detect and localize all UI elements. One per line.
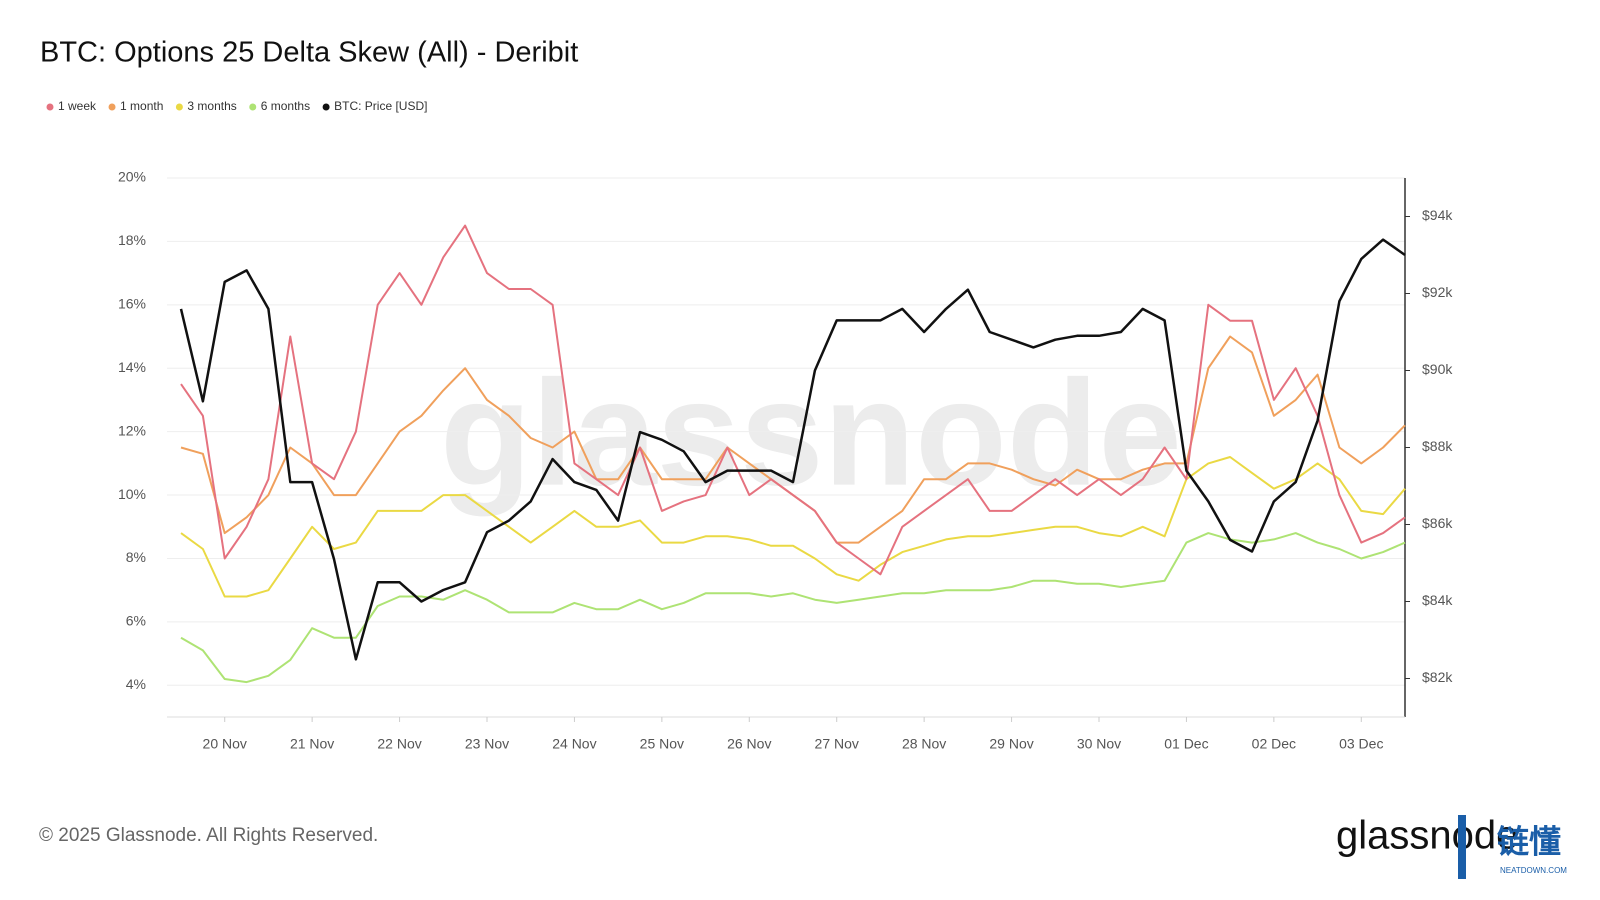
y-tick-label: 18% <box>118 232 146 248</box>
series-line <box>179 238 1406 661</box>
legend-marker <box>46 103 54 111</box>
y2-tick-label: $88k <box>1422 438 1453 454</box>
y-tick-label: 8% <box>126 549 146 565</box>
x-tick-label: 30 Nov <box>1077 736 1121 752</box>
y2-tick-label: $94k <box>1422 207 1453 223</box>
x-tick-label: 20 Nov <box>203 736 247 752</box>
x-tick-label: 28 Nov <box>902 736 946 752</box>
legend-marker <box>175 103 183 111</box>
x-tick-label: 26 Nov <box>727 736 771 752</box>
legend-label: 3 months <box>187 99 236 113</box>
x-tick-label: 25 Nov <box>640 736 684 752</box>
y-tick-label: 16% <box>118 296 146 312</box>
legend-label: 1 month <box>120 99 163 113</box>
legend: 1 week 1 month 3 months 6 months BTC: Price … <box>46 99 427 113</box>
y-tick-label: 4% <box>126 676 146 692</box>
y-tick-label: 10% <box>118 486 146 502</box>
series-line <box>180 532 1406 684</box>
x-tick-label: 23 Nov <box>465 736 509 752</box>
series-line <box>180 224 1406 576</box>
badge-title: 链懂 <box>1497 823 1561 859</box>
y-tick-label: 20% <box>118 169 146 185</box>
x-tick-label: 21 Nov <box>290 736 334 752</box>
logo: glassnode <box>1336 814 1518 858</box>
legend-marker <box>322 103 330 111</box>
y-tick-label: 14% <box>118 359 146 375</box>
legend-label: 1 week <box>58 99 97 113</box>
x-tick-label: 22 Nov <box>377 736 421 752</box>
y2-tick-label: $84k <box>1422 592 1453 608</box>
x-tick-label: 01 Dec <box>1164 736 1208 752</box>
x-tick-label: 27 Nov <box>815 736 859 752</box>
watermark: glassnode <box>440 349 1182 517</box>
chart-title: BTC: Options 25 Delta Skew (All) - Derib… <box>40 37 578 69</box>
x-tick-label: 24 Nov <box>552 736 596 752</box>
y2-tick-label: $86k <box>1422 515 1453 531</box>
y2-tick-label: $82k <box>1422 669 1453 685</box>
x-tick-label: 02 Dec <box>1252 736 1296 752</box>
series-line <box>180 456 1406 598</box>
legend-label: BTC: Price [USD] <box>334 99 427 113</box>
y2-tick-label: $92k <box>1422 284 1453 300</box>
badge-bar <box>1458 815 1466 879</box>
y-tick-label: 6% <box>126 613 146 629</box>
legend-marker <box>249 103 257 111</box>
legend-marker <box>108 103 116 111</box>
footer: © 2025 Glassnode. All Rights Reserved. <box>39 825 378 846</box>
y-tick-label: 12% <box>118 422 146 438</box>
badge-subtitle: NEATDOWN.COM <box>1500 866 1567 875</box>
x-tick-label: 03 Dec <box>1339 736 1383 752</box>
legend-label: 6 months <box>261 99 310 113</box>
x-tick-label: 29 Nov <box>989 736 1033 752</box>
y2-tick-label: $90k <box>1422 361 1453 377</box>
